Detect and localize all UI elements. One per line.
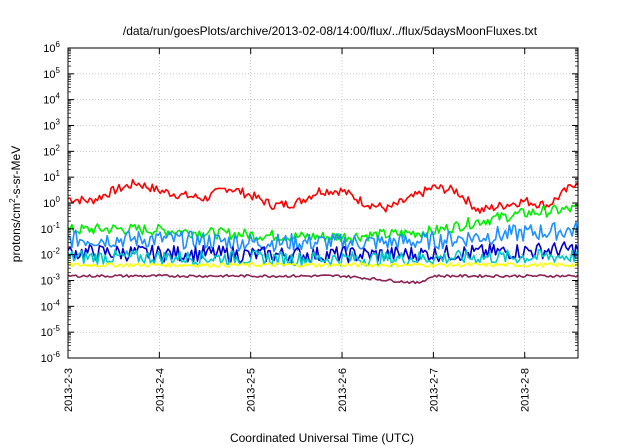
y-tick-label: 103 <box>43 118 60 133</box>
y-tick-label: 104 <box>43 92 60 107</box>
x-tick-label: 2013-2-4 <box>154 368 166 412</box>
y-tick-label: 102 <box>43 143 60 158</box>
y-tick-label: 101 <box>43 169 60 184</box>
x-axis-label: Coordinated Universal Time (UTC) <box>230 431 414 445</box>
y-tick-label: 10-4 <box>41 298 61 313</box>
x-tick-label: 2013-2-6 <box>337 368 349 412</box>
series-layer <box>67 178 579 285</box>
y-axis-label-suffix: -s-sr-MeV <box>9 146 23 199</box>
series-line <box>67 241 579 264</box>
y-tick-label: 105 <box>43 66 60 81</box>
y-tick-label: 10-6 <box>41 350 61 365</box>
y-tick-label: 10-5 <box>41 324 61 339</box>
y-tick-label: 10-2 <box>41 247 61 262</box>
series-line <box>67 262 579 268</box>
y-tick-label: 106 <box>43 40 60 55</box>
series-line <box>67 221 579 253</box>
y-axis-label: protons/cm2-s-sr-MeV <box>8 146 23 262</box>
series-line <box>67 248 579 267</box>
x-tick-label: 2013-2-3 <box>63 368 75 412</box>
series-line <box>67 204 579 243</box>
chart-title: /data/run/goesPlots/archive/2013-02-08/1… <box>123 24 538 38</box>
series-line <box>67 273 579 285</box>
y-tick-label: 10-3 <box>41 273 61 288</box>
y-tick-label: 10-1 <box>41 221 61 236</box>
y-axis-label-sup: 2 <box>8 198 17 203</box>
grid <box>67 47 578 359</box>
y-tick-label: 100 <box>43 195 60 210</box>
ticks: 10-6 10-5 10-4 10-3 10-2 10-1 100 101 102 103 104 1… <box>41 40 578 412</box>
series-line <box>67 178 579 214</box>
y-axis-label-prefix: protons/cm <box>9 203 23 262</box>
x-tick-label: 2013-2-5 <box>246 368 258 412</box>
x-tick-label: 2013-2-7 <box>428 368 440 412</box>
x-tick-label: 2013-2-8 <box>520 368 532 412</box>
